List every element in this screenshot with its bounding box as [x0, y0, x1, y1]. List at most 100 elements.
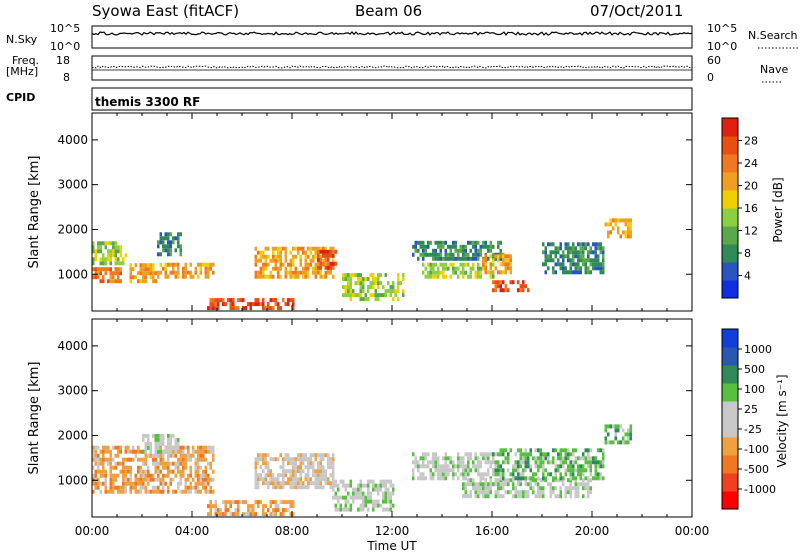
heatmap-cell: [499, 448, 502, 453]
heatmap-cell: [292, 461, 295, 466]
heatmap-cell: [614, 222, 617, 227]
heatmap-cell: [282, 477, 285, 482]
heatmap-cell: [274, 481, 277, 486]
heatmap-cell: [307, 262, 310, 267]
heatmap-cell: [397, 285, 400, 290]
heatmap-cell: [389, 503, 392, 508]
heatmap-cell: [204, 477, 207, 482]
heatmap-cell: [469, 248, 472, 253]
heatmap-cell: [437, 240, 440, 245]
heatmap-cell: [587, 258, 590, 263]
heatmap-cell: [587, 494, 590, 499]
heatmap-cell: [554, 262, 557, 267]
heatmap-cell: [422, 270, 425, 275]
heatmap-cell: [429, 476, 432, 481]
heatmap-cell: [587, 486, 590, 491]
heatmap-cell: [112, 275, 115, 280]
heatmap-cell: [449, 244, 452, 249]
heatmap-cell: [342, 495, 345, 500]
heatmap-cell: [129, 271, 132, 276]
heatmap-cell: [102, 453, 105, 458]
heatmap-cell: [577, 486, 580, 491]
heatmap-cell: [334, 249, 337, 254]
heatmap-cell: [224, 504, 227, 509]
heatmap-cell: [189, 465, 192, 470]
heatmap-cell: [167, 252, 170, 257]
heatmap-cell: [112, 241, 115, 246]
heatmap-cell: [489, 262, 492, 267]
heatmap-cell: [389, 507, 392, 512]
heatmap-cell: [167, 248, 170, 253]
heatmap-cell: [267, 485, 270, 490]
heatmap-cell: [357, 277, 360, 282]
heatmap-cell: [169, 481, 172, 486]
heatmap-cell: [359, 487, 362, 492]
heatmap-cell: [422, 460, 425, 465]
heatmap-cell: [94, 481, 97, 486]
heatmap-cell: [472, 266, 475, 271]
heatmap-cell: [269, 473, 272, 478]
heatmap-cell: [464, 248, 467, 253]
heatmap-cell: [204, 465, 207, 470]
colorbar-tick-label: 28: [744, 135, 758, 148]
power-colorbar-label: Power [dB]: [771, 177, 785, 242]
heatmap-cell: [292, 469, 295, 474]
heatmap-cell: [547, 242, 550, 247]
heatmap-cell: [454, 256, 457, 261]
heatmap-cell: [292, 512, 295, 517]
x-tick-label: 16:00: [475, 524, 510, 538]
heatmap-cell: [112, 457, 115, 462]
heatmap-cell: [547, 266, 550, 271]
heatmap-cell: [519, 456, 522, 461]
heatmap-cell: [147, 271, 150, 276]
heatmap-cell: [384, 507, 387, 512]
colorbar-tick-label: 100: [744, 383, 765, 396]
heatmap-cell: [164, 232, 167, 237]
heatmap-cell: [542, 460, 545, 465]
heatmap-cell: [97, 245, 100, 250]
heatmap-cell: [312, 266, 315, 271]
heatmap-cell: [102, 261, 105, 266]
heatmap-cell: [612, 440, 615, 445]
heatmap-cell: [369, 479, 372, 484]
heatmap-cell: [112, 271, 115, 276]
heatmap-cell: [287, 469, 290, 474]
heatmap-cell: [434, 452, 437, 457]
heatmap-cell: [279, 500, 282, 505]
heatmap-cell: [522, 494, 525, 499]
heatmap-cell: [469, 490, 472, 495]
heatmap-cell: [619, 218, 622, 223]
heatmap-cell: [322, 261, 325, 266]
heatmap-cell: [472, 256, 475, 261]
heatmap-cell: [129, 267, 132, 272]
heatmap-cell: [482, 456, 485, 461]
heatmap-cell: [362, 495, 365, 500]
heatmap-cell: [492, 244, 495, 249]
heatmap-cell: [527, 288, 530, 293]
heatmap-cell: [279, 453, 282, 458]
heatmap-cell: [442, 266, 445, 271]
heatmap-cell: [524, 448, 527, 453]
heatmap-cell: [182, 473, 185, 478]
heatmap-cell: [344, 507, 347, 512]
heatmap-cell: [569, 472, 572, 477]
heatmap-cell: [362, 285, 365, 290]
heatmap-cell: [479, 248, 482, 253]
heatmap-cell: [569, 490, 572, 495]
heatmap-cell: [129, 489, 132, 494]
heatmap-cell: [117, 261, 120, 266]
heatmap-cell: [469, 270, 472, 275]
heatmap-cell: [392, 483, 395, 488]
y-tick-label: 4000: [57, 133, 88, 147]
heatmap-cell: [277, 306, 280, 311]
heatmap-cell: [487, 468, 490, 473]
heatmap-cell: [597, 242, 600, 247]
heatmap-cell: [134, 481, 137, 486]
heatmap-cell: [202, 469, 205, 474]
heatmap-cell: [319, 257, 322, 262]
heatmap-cell: [627, 428, 630, 433]
heatmap-cell: [107, 257, 110, 262]
heatmap-cell: [374, 281, 377, 286]
heatmap-cell: [534, 460, 537, 465]
heatmap-cell: [94, 253, 97, 258]
